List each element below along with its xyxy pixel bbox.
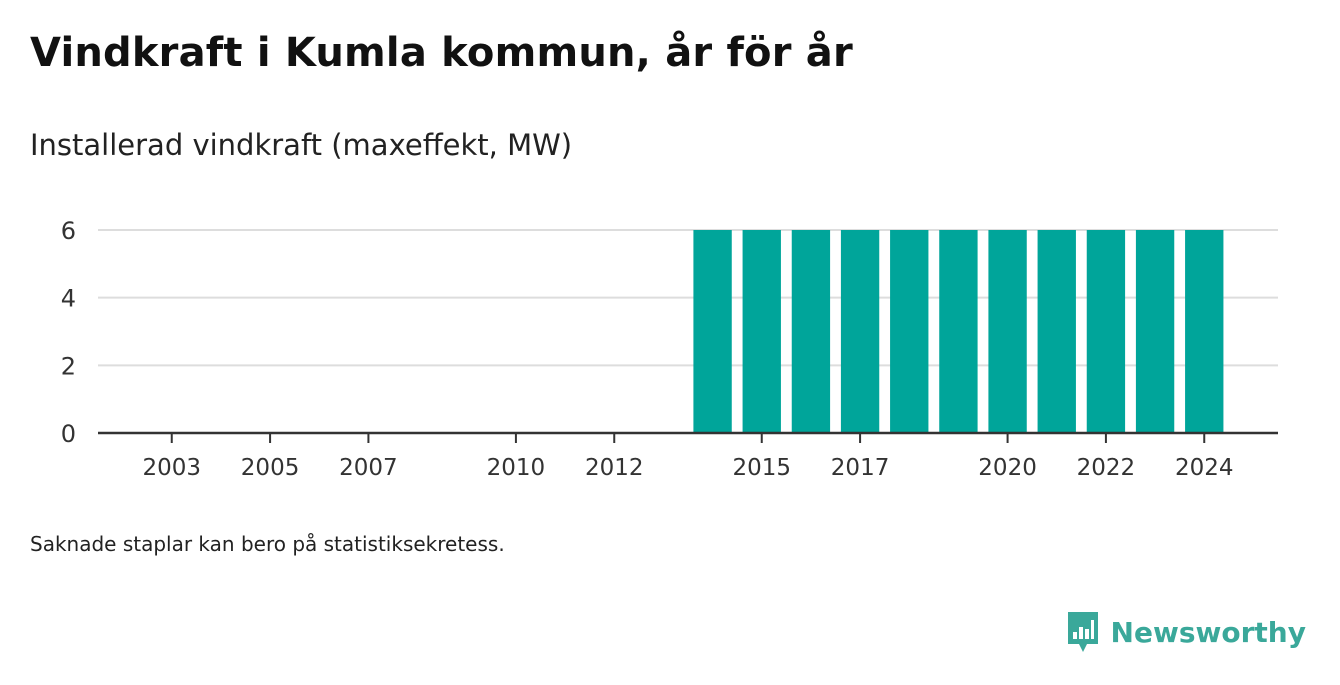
bar <box>988 230 1027 433</box>
bar <box>1086 230 1126 433</box>
bar <box>1185 230 1224 433</box>
y-tick-label: 4 <box>61 285 76 313</box>
brand-logo: Newsworthy <box>1065 610 1306 654</box>
newsworthy-logo-icon <box>1067 612 1098 652</box>
bar <box>1037 230 1076 433</box>
x-tick-label: 2017 <box>831 455 890 481</box>
x-tick-label: 2024 <box>1175 455 1234 481</box>
chart-title: Vindkraft i Kumla kommun, år för år <box>30 30 853 76</box>
footnote: Saknade staplar kan bero på statistiksek… <box>30 532 505 556</box>
bar <box>693 230 732 433</box>
bar-chart: 0 2 4 6 2003 2005 2007 2010 2012 2015 2017 2020 2022… <box>61 217 1278 481</box>
bars <box>693 230 1224 433</box>
bar <box>840 230 880 433</box>
bar <box>890 230 929 433</box>
y-tick-label: 2 <box>61 352 76 380</box>
x-tick-label: 2007 <box>339 455 398 481</box>
axes: 0 2 4 6 2003 2005 2007 2010 2012 2015 2017 2020 2022… <box>61 217 1278 481</box>
x-tick-label: 2020 <box>978 455 1037 481</box>
brand-name: Newsworthy <box>1110 615 1306 649</box>
y-tick-label: 0 <box>61 420 76 448</box>
x-tick-label: 2015 <box>732 455 791 481</box>
bar <box>742 230 781 433</box>
x-tick-label: 2012 <box>585 455 644 481</box>
x-tick-label: 2022 <box>1077 455 1136 481</box>
bar <box>939 230 978 433</box>
gridlines <box>98 229 1278 367</box>
x-tick-label: 2005 <box>241 455 300 481</box>
y-tick-label: 6 <box>61 217 76 245</box>
chart-subtitle: Installerad vindkraft (maxeffekt, MW) <box>30 128 573 162</box>
bar <box>791 230 831 433</box>
x-tick-label: 2010 <box>487 455 546 481</box>
x-tick-label: 2003 <box>142 455 201 481</box>
bar <box>1135 230 1175 433</box>
